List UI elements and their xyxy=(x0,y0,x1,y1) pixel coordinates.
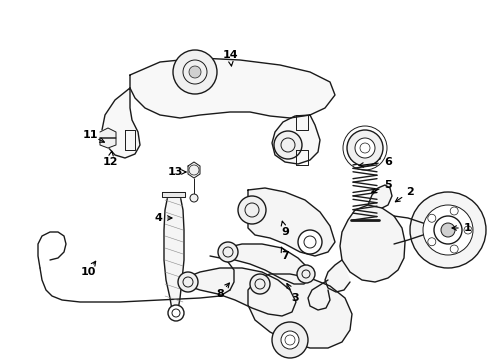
Text: 3: 3 xyxy=(291,293,299,303)
Circle shape xyxy=(272,322,308,358)
Text: 11: 11 xyxy=(82,130,98,140)
Circle shape xyxy=(347,130,383,166)
Text: 4: 4 xyxy=(154,213,162,223)
Text: 2: 2 xyxy=(406,187,414,197)
Circle shape xyxy=(178,272,198,292)
Polygon shape xyxy=(340,205,405,282)
Polygon shape xyxy=(308,280,330,310)
Circle shape xyxy=(218,242,238,262)
Circle shape xyxy=(281,331,299,349)
Polygon shape xyxy=(162,192,185,197)
Circle shape xyxy=(441,223,455,237)
Circle shape xyxy=(450,207,458,215)
Text: 6: 6 xyxy=(384,157,392,167)
Circle shape xyxy=(355,138,375,158)
Text: 14: 14 xyxy=(222,50,238,60)
Polygon shape xyxy=(102,88,140,158)
Text: 10: 10 xyxy=(80,267,96,277)
Text: 5: 5 xyxy=(384,180,392,190)
Circle shape xyxy=(423,205,473,255)
Text: 8: 8 xyxy=(216,289,224,299)
Polygon shape xyxy=(164,195,184,310)
Circle shape xyxy=(274,131,302,159)
Circle shape xyxy=(297,265,315,283)
Circle shape xyxy=(189,66,201,78)
Polygon shape xyxy=(130,58,335,118)
Polygon shape xyxy=(185,268,296,316)
Text: 9: 9 xyxy=(281,227,289,237)
Circle shape xyxy=(173,50,217,94)
Circle shape xyxy=(298,230,322,254)
Polygon shape xyxy=(248,274,352,348)
Circle shape xyxy=(450,245,458,253)
Polygon shape xyxy=(100,138,116,148)
Circle shape xyxy=(190,194,198,202)
Text: 12: 12 xyxy=(102,157,118,167)
Polygon shape xyxy=(225,244,310,284)
Circle shape xyxy=(250,274,270,294)
Circle shape xyxy=(464,226,472,234)
Polygon shape xyxy=(188,162,200,178)
Polygon shape xyxy=(272,115,320,164)
Polygon shape xyxy=(248,188,335,256)
Text: 1: 1 xyxy=(464,223,472,233)
Circle shape xyxy=(238,196,266,224)
Polygon shape xyxy=(368,185,392,208)
Circle shape xyxy=(168,305,184,321)
Polygon shape xyxy=(100,128,116,138)
Text: 13: 13 xyxy=(167,167,183,177)
Text: 7: 7 xyxy=(281,251,289,261)
Polygon shape xyxy=(325,260,350,292)
Circle shape xyxy=(428,238,436,246)
Circle shape xyxy=(428,214,436,222)
Circle shape xyxy=(410,192,486,268)
